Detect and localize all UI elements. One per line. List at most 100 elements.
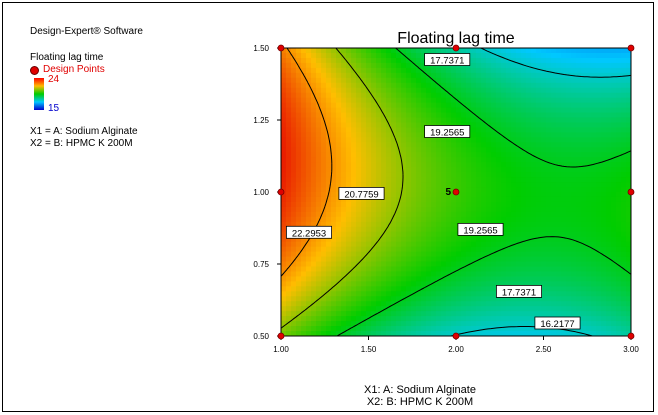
heatmap-cell	[396, 157, 402, 163]
heatmap-cell	[556, 276, 562, 282]
heatmap-cell	[296, 321, 302, 327]
heatmap-cell	[546, 331, 552, 336]
heatmap-cell	[491, 127, 497, 134]
heatmap-cell	[346, 132, 352, 138]
heatmap-cell	[341, 137, 347, 143]
heatmap-cell	[416, 291, 422, 297]
heatmap-cell	[411, 261, 417, 268]
heatmap-cell	[606, 87, 612, 94]
heatmap-cell	[426, 291, 432, 297]
heatmap-cell	[551, 246, 557, 253]
heatmap-cell	[376, 311, 382, 317]
heatmap-cell	[576, 251, 582, 258]
heatmap-cell	[616, 201, 622, 208]
heatmap-cell	[361, 321, 367, 327]
heatmap-cell	[296, 48, 302, 54]
heatmap-cell	[341, 311, 347, 317]
heatmap-cell	[406, 87, 412, 94]
heatmap-cell	[331, 241, 337, 248]
heatmap-cell	[291, 221, 297, 228]
heatmap-cell	[376, 251, 382, 258]
heatmap-cell	[376, 301, 382, 307]
heatmap-cell	[451, 246, 457, 253]
heatmap-cell	[336, 162, 342, 168]
heatmap-cell	[606, 172, 612, 178]
heatmap-cell	[311, 211, 317, 218]
heatmap-cell	[466, 147, 472, 153]
heatmap-cell	[516, 152, 522, 158]
heatmap-cell	[616, 306, 622, 312]
heatmap-cell	[576, 301, 582, 307]
heatmap-cell	[376, 231, 382, 238]
heatmap-cell	[566, 48, 572, 54]
heatmap-cell	[411, 162, 417, 168]
heatmap-cell	[436, 296, 442, 302]
heatmap-cell	[386, 87, 392, 94]
heatmap-cell	[606, 48, 612, 54]
heatmap-cell	[306, 326, 312, 332]
heatmap-cell	[391, 331, 397, 336]
heatmap-cell	[551, 152, 557, 158]
heatmap-cell	[496, 321, 502, 327]
heatmap-cell	[396, 127, 402, 134]
heatmap-cell	[391, 147, 397, 153]
heatmap-cell	[486, 57, 492, 64]
heatmap-cell	[511, 206, 517, 213]
heatmap-cell	[336, 117, 342, 124]
heatmap-cell	[616, 102, 622, 109]
heatmap-cell	[416, 306, 422, 312]
heatmap-cell	[576, 92, 582, 99]
heatmap-cell	[526, 132, 532, 138]
heatmap-cell	[526, 127, 532, 134]
heatmap-cell	[426, 187, 432, 193]
heatmap-cell	[391, 122, 397, 129]
heatmap-cell	[506, 226, 512, 233]
heatmap-cell	[591, 216, 597, 223]
heatmap-cell	[556, 147, 562, 153]
heatmap-cell	[486, 177, 492, 183]
heatmap-cell	[616, 137, 622, 143]
heatmap-cell	[606, 291, 612, 297]
heatmap-cell	[306, 331, 312, 336]
heatmap-cell	[501, 142, 507, 148]
heatmap-cell	[346, 236, 352, 243]
heatmap-cell	[436, 331, 442, 336]
heatmap-cell	[286, 117, 292, 124]
heatmap-cell	[586, 281, 592, 287]
heatmap-cell	[331, 87, 337, 94]
heatmap-cell	[281, 246, 287, 253]
heatmap-cell	[361, 206, 367, 213]
heatmap-cell	[586, 127, 592, 134]
heatmap-cell	[286, 211, 292, 218]
heatmap-cell	[441, 102, 447, 109]
heatmap-cell	[331, 256, 337, 263]
heatmap-cell	[371, 97, 377, 104]
heatmap-cell	[611, 321, 617, 327]
heatmap-cell	[556, 142, 562, 148]
heatmap-cell	[596, 102, 602, 109]
heatmap-cell	[416, 296, 422, 302]
heatmap-cell	[376, 122, 382, 129]
heatmap-cell	[481, 251, 487, 258]
heatmap-cell	[301, 67, 307, 74]
heatmap-cell	[491, 326, 497, 332]
heatmap-cell	[416, 226, 422, 233]
heatmap-cell	[376, 226, 382, 233]
heatmap-cell	[466, 306, 472, 312]
heatmap-cell	[406, 276, 412, 282]
heatmap-cell	[336, 167, 342, 173]
heatmap-cell	[496, 92, 502, 99]
heatmap-cell	[306, 92, 312, 99]
heatmap-cell	[381, 107, 387, 114]
heatmap-cell	[591, 102, 597, 109]
heatmap-cell	[361, 251, 367, 258]
heatmap-cell	[621, 261, 627, 268]
heatmap-cell	[381, 127, 387, 134]
heatmap-cell	[506, 72, 512, 79]
heatmap-cell	[541, 231, 547, 238]
heatmap-cell	[386, 201, 392, 208]
heatmap-cell	[571, 251, 577, 258]
heatmap-cell	[496, 72, 502, 79]
heatmap-cell	[601, 177, 607, 183]
heatmap-cell	[386, 321, 392, 327]
